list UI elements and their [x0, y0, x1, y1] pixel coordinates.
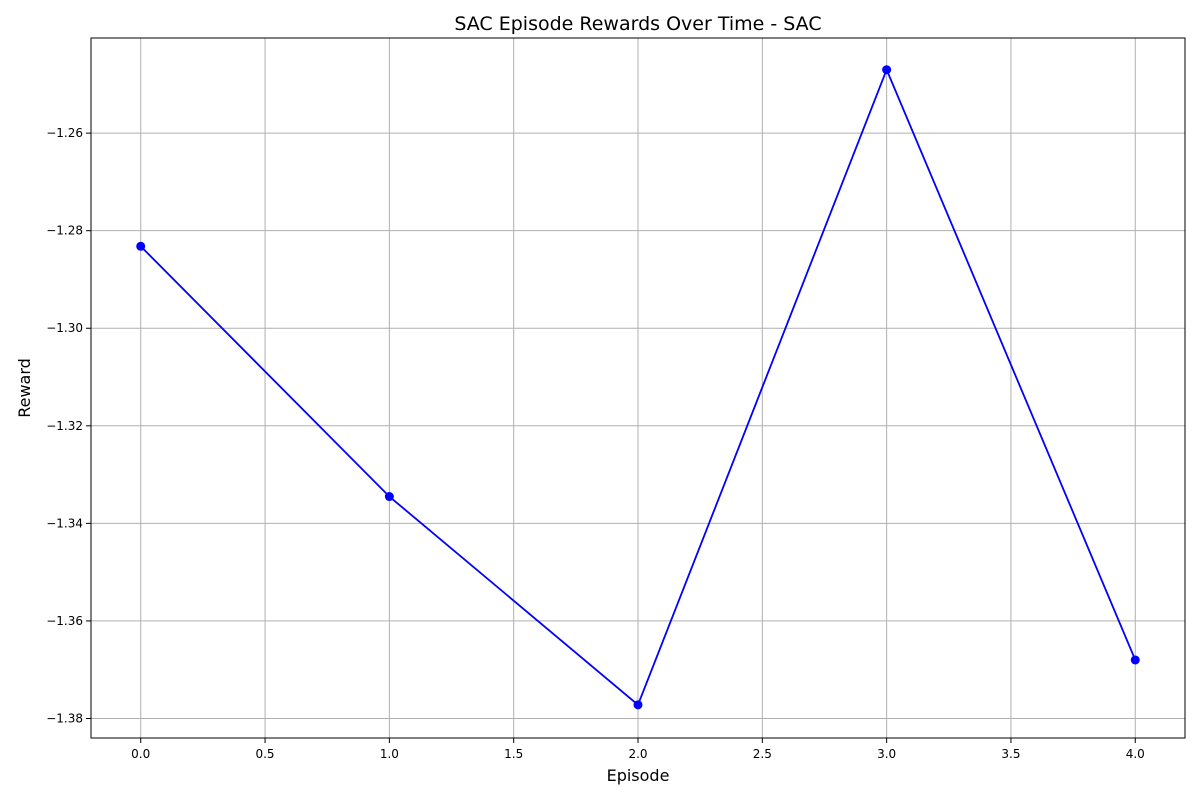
x-tick-label: 2.5	[753, 747, 772, 761]
x-tick-label: 2.0	[628, 747, 647, 761]
series-layer	[136, 65, 1140, 710]
x-tick-label: 4.0	[1126, 747, 1145, 761]
x-tick-label: 0.0	[131, 747, 150, 761]
chart-title: SAC Episode Rewards Over Time - SAC	[454, 13, 821, 35]
x-tick-label: 1.0	[380, 747, 399, 761]
x-axis: 0.0 0.5 1.0 1.5 2.0 2.5 3.0 3.5 4.0	[131, 738, 1145, 761]
x-tick-label: 3.0	[877, 747, 896, 761]
data-point	[633, 700, 643, 710]
data-point	[1130, 655, 1140, 665]
data-point	[136, 241, 146, 251]
y-tick-label: −1.28	[46, 224, 83, 238]
y-axis-title: Reward	[15, 358, 34, 418]
data-point	[882, 65, 892, 75]
y-tick-label: −1.26	[46, 126, 83, 140]
x-tick-label: 3.5	[1001, 747, 1020, 761]
x-tick-label: 1.5	[504, 747, 523, 761]
x-tick-label: 0.5	[255, 747, 274, 761]
y-tick-label: −1.38	[46, 711, 83, 725]
y-tick-label: −1.36	[46, 614, 83, 628]
data-point	[384, 492, 394, 502]
y-tick-label: −1.30	[46, 321, 83, 335]
y-tick-label: −1.34	[46, 516, 83, 530]
y-tick-label: −1.32	[46, 419, 83, 433]
x-axis-title: Episode	[607, 766, 670, 785]
y-axis: −1.38 −1.36 −1.34 −1.32 −1.30 −1.28 −1.26	[46, 126, 91, 725]
